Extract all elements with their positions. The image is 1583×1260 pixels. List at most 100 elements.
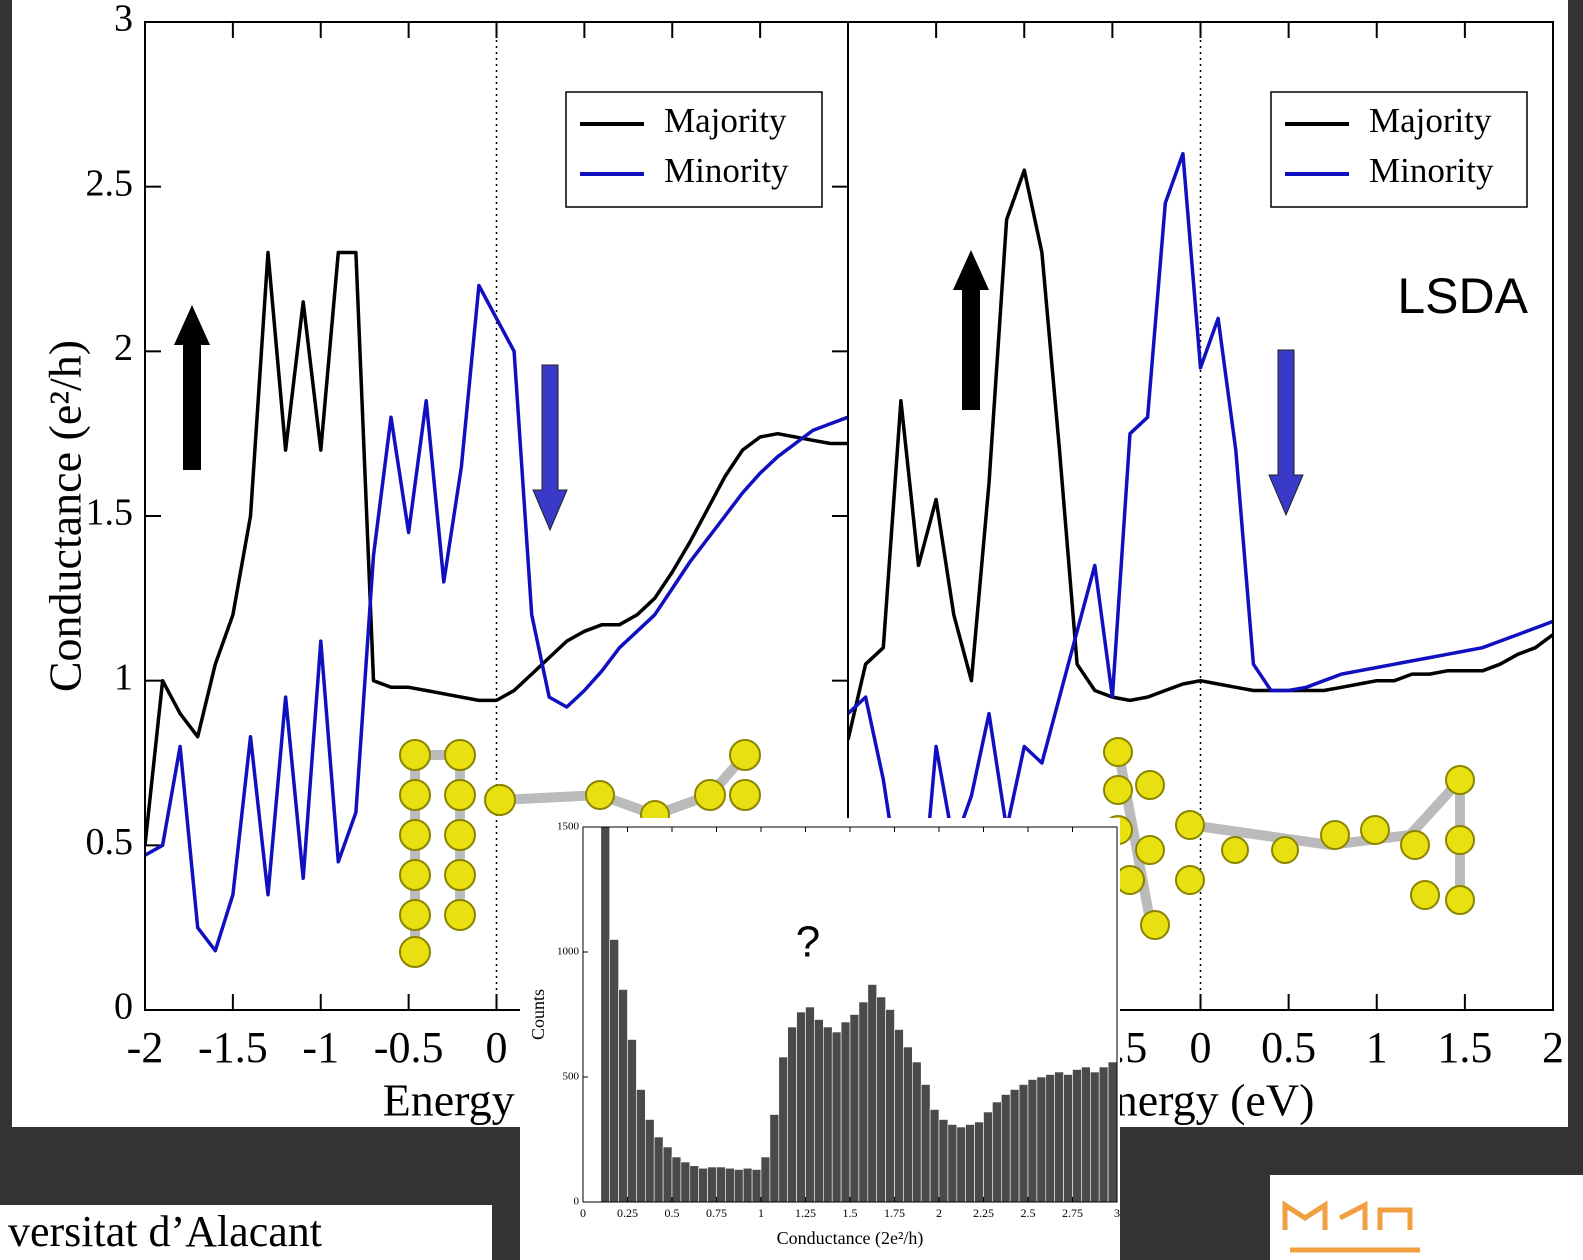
x-tick-label: 2.5 bbox=[1021, 1206, 1036, 1220]
histogram-bar bbox=[797, 1012, 806, 1202]
y-tick-label: 2.5 bbox=[86, 162, 134, 204]
histogram-bar bbox=[850, 1015, 859, 1203]
histogram-bar bbox=[841, 1022, 850, 1202]
histogram-bar bbox=[1046, 1075, 1055, 1203]
histogram-bar bbox=[1010, 1090, 1019, 1203]
x-tick-label: 3 bbox=[1114, 1206, 1120, 1220]
y-tick-label: 1.5 bbox=[86, 492, 134, 534]
x-tick-label: 1.25 bbox=[795, 1206, 816, 1220]
institution: versitat d’Alacant bbox=[8, 1207, 322, 1256]
histogram-bar bbox=[610, 940, 619, 1203]
histogram-bar bbox=[761, 1157, 770, 1202]
x-tick-label: -1 bbox=[302, 1023, 339, 1072]
histogram-bar bbox=[859, 1002, 868, 1202]
histogram-bar bbox=[1055, 1072, 1064, 1202]
legend-label: Minority bbox=[1369, 151, 1494, 190]
x-tick-label: 0 bbox=[486, 1023, 508, 1072]
x-axis-label: Conductance (2e²/h) bbox=[777, 1228, 924, 1249]
x-tick-label: 1.5 bbox=[1437, 1023, 1492, 1072]
histogram-bar bbox=[601, 827, 610, 1202]
histogram-bar bbox=[895, 1030, 904, 1203]
histogram-bar bbox=[1073, 1070, 1082, 1203]
histogram-bar bbox=[975, 1122, 984, 1202]
histogram-bar bbox=[1028, 1080, 1037, 1203]
histogram-bar bbox=[877, 997, 886, 1202]
histogram-bar bbox=[806, 1007, 815, 1202]
histogram-bar bbox=[690, 1166, 699, 1202]
histogram-bar bbox=[1099, 1067, 1108, 1202]
y-tick-label: 0.5 bbox=[86, 821, 134, 863]
histogram-bar bbox=[636, 1090, 645, 1203]
slide: 00.511.522.53-2-1.5-1-0.500.511.52Majori… bbox=[0, 0, 1583, 1260]
histogram-bar bbox=[939, 1120, 948, 1203]
histogram-bar bbox=[672, 1157, 681, 1202]
x-tick-label: 0.5 bbox=[665, 1206, 680, 1220]
histogram-bar bbox=[628, 1040, 637, 1203]
histogram-bar bbox=[1081, 1067, 1090, 1202]
y-axis-label: Conductance (e²/h) bbox=[40, 340, 91, 692]
x-tick-label: 0.75 bbox=[706, 1206, 727, 1220]
histogram-bar bbox=[645, 1120, 654, 1203]
y-axis-label: Counts bbox=[528, 989, 548, 1040]
histogram-bar bbox=[663, 1147, 672, 1202]
histogram-bar bbox=[992, 1102, 1001, 1202]
y-tick-label: 2 bbox=[114, 327, 133, 369]
histogram-bar bbox=[912, 1062, 921, 1202]
histogram-bar bbox=[1064, 1075, 1073, 1203]
symposium-logo bbox=[1270, 1175, 1583, 1260]
y-tick-label: 0 bbox=[574, 1196, 580, 1208]
legend-label: Majority bbox=[664, 101, 787, 140]
x-tick-label: 0 bbox=[580, 1206, 586, 1220]
histogram-bar bbox=[788, 1027, 797, 1202]
y-tick-label: 1 bbox=[114, 656, 133, 698]
x-tick-label: 1.5 bbox=[843, 1206, 858, 1220]
y-tick-label: 1500 bbox=[557, 821, 580, 833]
histogram-bar bbox=[779, 1057, 788, 1202]
x-tick-label: 2.25 bbox=[973, 1206, 994, 1220]
x-tick-label: 2 bbox=[1542, 1023, 1564, 1072]
x-tick-label: -1.5 bbox=[198, 1023, 268, 1072]
histogram-bar bbox=[619, 990, 628, 1203]
histogram-bar bbox=[1108, 1062, 1117, 1202]
histogram-bar bbox=[948, 1125, 957, 1203]
annotation: ? bbox=[796, 918, 820, 967]
page: {"chart_data": [ {"type": "line", "ylabe… bbox=[0, 0, 1583, 1260]
x-tick-label: 2.75 bbox=[1062, 1206, 1083, 1220]
x-tick-label: 0 bbox=[1190, 1023, 1212, 1072]
histogram-bar bbox=[984, 1112, 993, 1202]
histogram-bar bbox=[886, 1010, 895, 1203]
histogram-bar bbox=[734, 1170, 743, 1203]
legend-label: Majority bbox=[1369, 101, 1492, 140]
histogram-bar bbox=[868, 985, 877, 1203]
annotation: LSDA bbox=[1397, 268, 1528, 324]
histogram-bar bbox=[1090, 1072, 1099, 1202]
histogram-bar bbox=[1037, 1077, 1046, 1202]
histogram-bar bbox=[770, 1115, 779, 1203]
x-tick-label: -0.5 bbox=[374, 1023, 444, 1072]
y-tick-label: 0 bbox=[114, 986, 133, 1028]
y-tick-label: 3 bbox=[114, 0, 133, 40]
histogram-bar bbox=[717, 1167, 726, 1202]
histogram-bar bbox=[725, 1168, 734, 1202]
histogram-bar bbox=[1019, 1085, 1028, 1203]
histogram-bar bbox=[957, 1127, 966, 1202]
histogram-bar bbox=[752, 1170, 761, 1203]
histogram-bar bbox=[823, 1027, 832, 1202]
histogram-bar bbox=[921, 1085, 930, 1203]
histogram-bar bbox=[966, 1125, 975, 1203]
histogram-bar bbox=[708, 1167, 717, 1202]
x-tick-label: 1 bbox=[1366, 1023, 1388, 1072]
x-tick-label: 0.5 bbox=[1261, 1023, 1316, 1072]
x-tick-label: 1 bbox=[758, 1206, 764, 1220]
histogram-bar bbox=[681, 1162, 690, 1202]
y-tick-label: 1000 bbox=[557, 946, 580, 958]
logo-box bbox=[1270, 1175, 1583, 1260]
histogram-bar bbox=[699, 1168, 708, 1202]
x-tick-label: 0.25 bbox=[617, 1206, 638, 1220]
histogram-bar bbox=[930, 1110, 939, 1203]
y-tick-label: 500 bbox=[563, 1071, 580, 1083]
histogram-bar bbox=[814, 1020, 823, 1203]
histogram-bar bbox=[832, 1032, 841, 1202]
legend-label: Minority bbox=[664, 151, 789, 190]
